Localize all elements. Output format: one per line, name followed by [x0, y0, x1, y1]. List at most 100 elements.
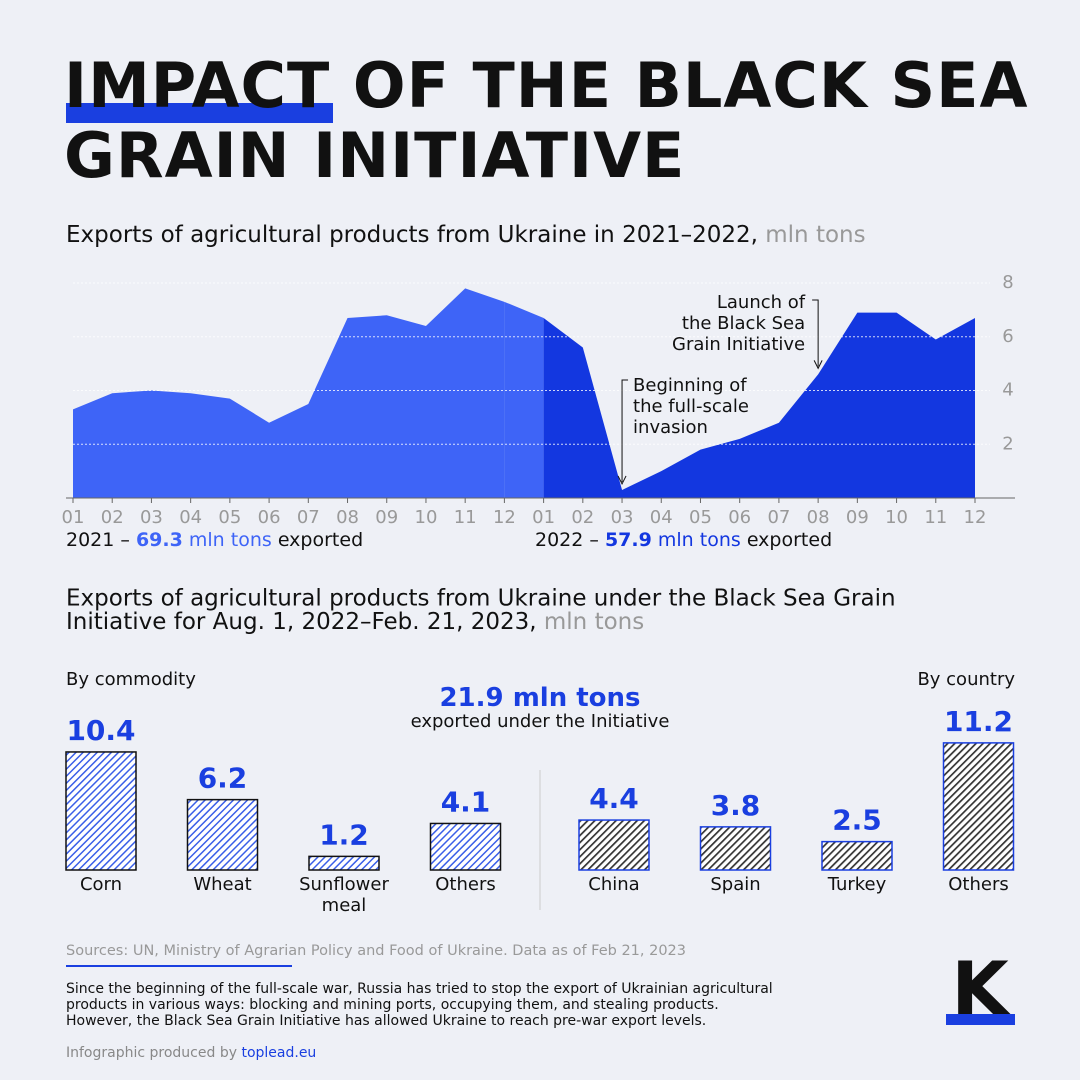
x-tick-label: 01 [532, 507, 555, 528]
note: However, the Black Sea Grain Initiative … [66, 1013, 706, 1029]
x-tick-label: 04 [650, 507, 673, 528]
x-tick-label: 05 [689, 507, 712, 528]
annotation: invasion [633, 417, 708, 438]
value-label: 6.2 [198, 762, 248, 795]
category-label: Others [435, 874, 496, 895]
x-tick-label: 10 [885, 507, 908, 528]
area [543, 312, 975, 498]
category-label: China [588, 874, 640, 895]
total: 2021 – 69.3 mln tons exported [66, 529, 363, 551]
bar [821, 840, 893, 871]
total: 2022 – 57.9 mln tons exported [535, 529, 832, 551]
category-label: Corn [79, 874, 123, 895]
x-tick-label: 06 [258, 507, 281, 528]
note: Since the beginning of the full-scale wa… [66, 981, 773, 997]
annotation: the full-scale [633, 396, 749, 417]
x-tick-label: 03 [140, 507, 163, 528]
title: GRAIN INITIATIVE [64, 119, 685, 192]
value-label: 2.5 [832, 804, 882, 837]
y-tick-label: 6 [1002, 326, 1013, 347]
annotation-line [621, 379, 629, 482]
annotation-arrow [617, 475, 627, 486]
y-tick-label: 4 [1002, 380, 1013, 401]
title-underline [66, 103, 333, 123]
unit: mln tons [544, 609, 644, 635]
value-label: 11.2 [944, 705, 1013, 738]
x-tick-label: 06 [728, 507, 751, 528]
total-value: 57.9 [605, 529, 652, 551]
annotation: Launch of [717, 292, 806, 313]
category-label: Wheat [193, 874, 252, 895]
section-title-text: Initiative for Aug. 1, 2022–Feb. 21, 202… [66, 609, 537, 635]
x-tick-label: 05 [218, 507, 241, 528]
bar [308, 855, 380, 871]
x-tick-label: 09 [846, 507, 869, 528]
x-tick-label: 03 [611, 507, 634, 528]
annotation: Grain Initiative [672, 334, 805, 355]
category-label: Others [948, 874, 1009, 895]
value-label: 3.8 [711, 789, 761, 822]
category-label: Spain [710, 874, 761, 895]
total-label: 2022 – [535, 529, 599, 551]
note: products in various ways: blocking and m… [66, 997, 719, 1013]
total-unit: mln tons [189, 529, 272, 551]
x-tick-label: 10 [415, 507, 438, 528]
x-tick-label: 11 [454, 507, 477, 528]
value-label: 4.1 [441, 785, 491, 818]
x-tick-label: 12 [493, 507, 516, 528]
area-bridge [504, 301, 544, 498]
credit-link[interactable]: toplead.eu [241, 1045, 316, 1061]
total-suffix: exported [278, 529, 363, 551]
y-tick-label: 8 [1002, 272, 1013, 293]
value-label: 4.4 [589, 782, 639, 815]
sources-underline [66, 965, 292, 967]
section-title: Exports of agricultural products from Uk… [66, 586, 896, 612]
y-tick-label: 2 [1002, 433, 1013, 454]
total-unit: mln tons [658, 529, 741, 551]
annotation: Beginning of [633, 375, 747, 396]
x-tick-label: 07 [767, 507, 790, 528]
bar [65, 751, 137, 871]
total-unit: mln tons [513, 683, 641, 713]
annotation-line [812, 299, 819, 367]
bar [186, 798, 259, 871]
x-tick-label: 11 [924, 507, 947, 528]
bar [429, 822, 502, 871]
value-label: 10.4 [66, 714, 135, 747]
total: 21.9 mln tons [439, 683, 640, 713]
category-label: Sunflower meal [299, 874, 389, 916]
sources: Sources: UN, Ministry of Agrarian Policy… [66, 943, 686, 959]
x-tick-label: 04 [179, 507, 202, 528]
section-title: Initiative for Aug. 1, 2022–Feb. 21, 202… [66, 609, 644, 635]
total-value: 69.3 [136, 529, 183, 551]
credit: Infographic produced by toplead.eu [66, 1045, 316, 1061]
x-tick-label: 08 [807, 507, 830, 528]
bar [578, 819, 650, 871]
annotation-arrow [813, 360, 823, 370]
bar-subtitle: By commodity [66, 669, 196, 690]
credit-text: Infographic produced by [66, 1045, 237, 1061]
unit: mln tons [765, 222, 865, 248]
x-tick-label: 02 [571, 507, 594, 528]
x-tick-label: 02 [101, 507, 124, 528]
x-tick-label: 08 [336, 507, 359, 528]
bar-subtitle: By country [917, 669, 1015, 690]
x-tick-label: 09 [375, 507, 398, 528]
total-suffix: exported [747, 529, 832, 551]
area [73, 288, 505, 498]
x-tick-label: 01 [62, 507, 85, 528]
x-tick-label: 07 [297, 507, 320, 528]
x-tick-label: 12 [964, 507, 987, 528]
total-caption: exported under the Initiative [411, 711, 670, 732]
category-label: Turkey [827, 874, 887, 895]
total-label: 2021 – [66, 529, 130, 551]
logo-bar [946, 1014, 1015, 1025]
annotation: the Black Sea [682, 313, 805, 334]
bar [699, 826, 772, 871]
subtitle: Exports of agricultural products from Uk… [66, 222, 866, 248]
value-label: 1.2 [319, 818, 369, 851]
title: IMPACT OF THE BLACK SEA [64, 49, 1029, 122]
total-value: 21.9 [439, 683, 503, 713]
